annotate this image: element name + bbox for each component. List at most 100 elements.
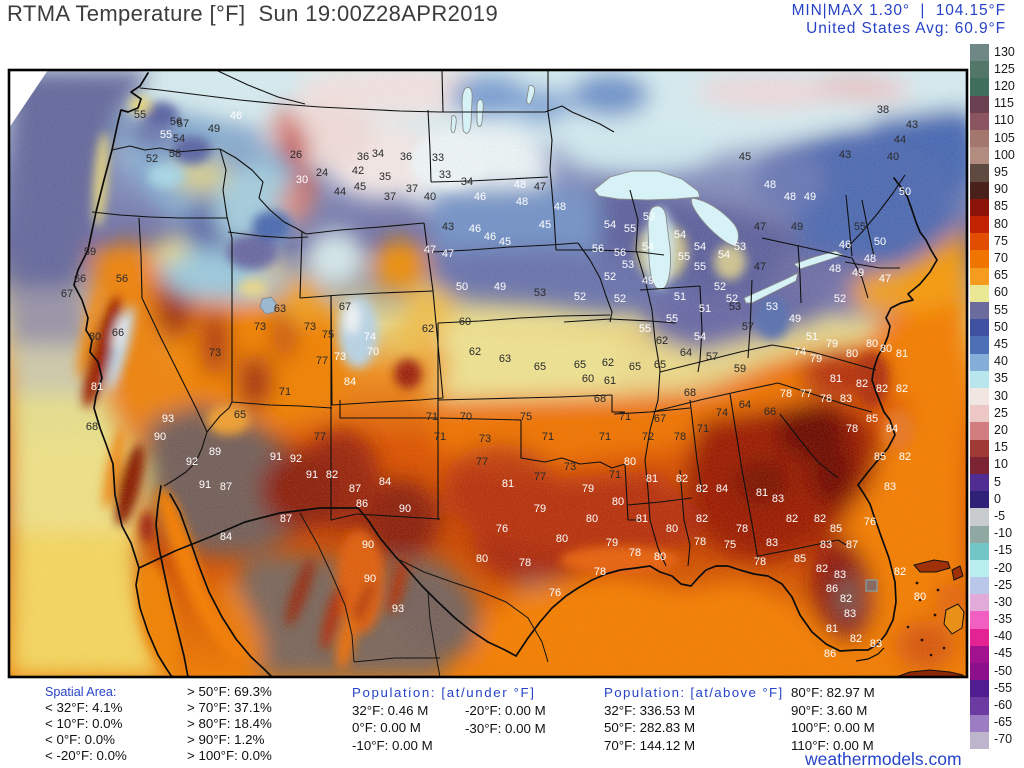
svg-text:64: 64 <box>680 347 692 359</box>
svg-text:83: 83 <box>884 481 896 493</box>
svg-text:79: 79 <box>810 353 822 365</box>
svg-text:57: 57 <box>177 118 189 130</box>
svg-text:58: 58 <box>169 148 181 160</box>
svg-text:78: 78 <box>780 388 792 400</box>
svg-text:83: 83 <box>844 608 856 620</box>
svg-text:80: 80 <box>654 551 666 563</box>
svg-text:52: 52 <box>714 281 726 293</box>
svg-text:93: 93 <box>392 603 404 615</box>
svg-text:82: 82 <box>816 563 828 575</box>
svg-text:71: 71 <box>697 423 709 435</box>
svg-text:73: 73 <box>479 433 491 445</box>
svg-text:80: 80 <box>612 496 624 508</box>
svg-text:71: 71 <box>542 431 554 443</box>
svg-text:81: 81 <box>826 623 838 635</box>
svg-text:71: 71 <box>609 469 621 481</box>
svg-text:86: 86 <box>826 583 838 595</box>
svg-text:48: 48 <box>864 253 876 265</box>
svg-text:55: 55 <box>624 223 636 235</box>
svg-text:54: 54 <box>718 249 730 261</box>
svg-text:80: 80 <box>846 348 858 360</box>
svg-text:46: 46 <box>839 239 851 251</box>
svg-text:83: 83 <box>766 537 778 549</box>
svg-text:68: 68 <box>86 421 98 433</box>
svg-text:54: 54 <box>173 133 185 145</box>
svg-text:51: 51 <box>699 303 711 315</box>
svg-text:30: 30 <box>296 174 308 186</box>
svg-text:75: 75 <box>724 539 736 551</box>
svg-text:90: 90 <box>364 573 376 585</box>
svg-text:49: 49 <box>804 191 816 203</box>
svg-text:82: 82 <box>896 383 908 395</box>
svg-text:83: 83 <box>870 638 882 650</box>
svg-text:71: 71 <box>279 386 291 398</box>
svg-text:92: 92 <box>290 453 302 465</box>
svg-text:56: 56 <box>614 247 626 259</box>
svg-text:65: 65 <box>234 409 246 421</box>
svg-text:87: 87 <box>280 513 292 525</box>
svg-text:67: 67 <box>339 301 351 313</box>
svg-text:73: 73 <box>209 347 221 359</box>
svg-text:55: 55 <box>694 261 706 273</box>
svg-text:85: 85 <box>866 413 878 425</box>
svg-text:82: 82 <box>696 483 708 495</box>
svg-text:82: 82 <box>786 513 798 525</box>
svg-text:89: 89 <box>209 446 221 458</box>
svg-text:90: 90 <box>399 503 411 515</box>
svg-text:62: 62 <box>422 323 434 335</box>
svg-text:47: 47 <box>754 261 766 273</box>
svg-text:82: 82 <box>876 383 888 395</box>
svg-text:34: 34 <box>461 176 473 188</box>
svg-text:84: 84 <box>716 483 728 495</box>
svg-text:60: 60 <box>459 316 471 328</box>
svg-text:71: 71 <box>434 431 446 443</box>
svg-text:80: 80 <box>914 591 926 603</box>
svg-text:56: 56 <box>170 116 182 128</box>
svg-text:82: 82 <box>850 633 862 645</box>
svg-text:51: 51 <box>806 331 818 343</box>
svg-text:40: 40 <box>887 151 899 163</box>
svg-text:55: 55 <box>639 323 651 335</box>
svg-text:83: 83 <box>840 393 852 405</box>
svg-text:62: 62 <box>469 346 481 358</box>
svg-text:83: 83 <box>834 569 846 581</box>
svg-text:56: 56 <box>116 273 128 285</box>
svg-text:54: 54 <box>604 219 616 231</box>
svg-text:34: 34 <box>372 148 384 160</box>
svg-text:60: 60 <box>582 373 594 385</box>
svg-text:52: 52 <box>726 293 738 305</box>
svg-text:82: 82 <box>696 513 708 525</box>
svg-text:49: 49 <box>494 281 506 293</box>
svg-text:73: 73 <box>304 321 316 333</box>
svg-text:43: 43 <box>442 221 454 233</box>
svg-text:24: 24 <box>316 167 328 179</box>
svg-text:77: 77 <box>534 471 546 483</box>
svg-text:48: 48 <box>784 191 796 203</box>
svg-text:48: 48 <box>554 201 566 213</box>
svg-text:93: 93 <box>162 413 174 425</box>
svg-text:85: 85 <box>874 451 886 463</box>
svg-text:80: 80 <box>586 513 598 525</box>
svg-text:54: 54 <box>694 241 706 253</box>
svg-text:80: 80 <box>666 523 678 535</box>
svg-text:79: 79 <box>826 338 838 350</box>
svg-text:76: 76 <box>864 516 876 528</box>
svg-text:82: 82 <box>856 378 868 390</box>
svg-text:76: 76 <box>496 523 508 535</box>
svg-text:71: 71 <box>599 431 611 443</box>
svg-text:78: 78 <box>594 566 606 578</box>
svg-text:70: 70 <box>367 346 379 358</box>
svg-text:81: 81 <box>636 513 648 525</box>
svg-text:85: 85 <box>830 523 842 535</box>
svg-text:54: 54 <box>694 331 706 343</box>
svg-text:91: 91 <box>306 469 318 481</box>
svg-text:74: 74 <box>716 407 728 419</box>
svg-text:49: 49 <box>791 221 803 233</box>
svg-text:66: 66 <box>112 327 124 339</box>
svg-text:47: 47 <box>534 181 546 193</box>
svg-text:90: 90 <box>154 431 166 443</box>
svg-text:84: 84 <box>344 376 356 388</box>
svg-text:47: 47 <box>754 221 766 233</box>
svg-text:48: 48 <box>764 179 776 191</box>
svg-text:46: 46 <box>474 191 486 203</box>
